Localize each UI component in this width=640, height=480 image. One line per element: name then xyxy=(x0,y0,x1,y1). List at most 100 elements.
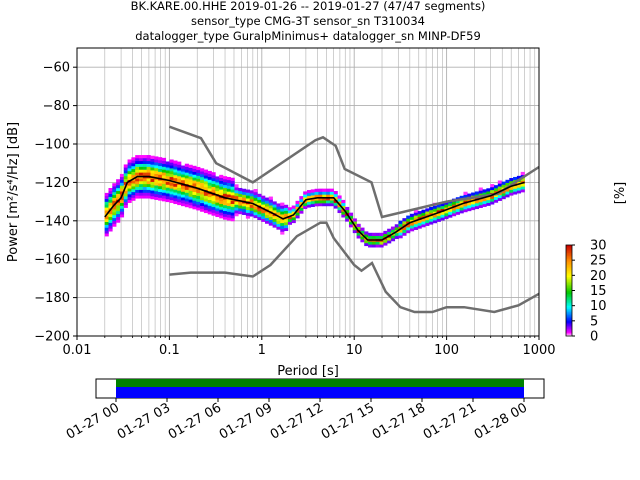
density-cell xyxy=(333,191,338,195)
density-cell xyxy=(158,185,163,190)
density-cell xyxy=(108,199,113,203)
density-cell xyxy=(203,201,209,205)
density-cell xyxy=(322,197,327,201)
density-cell xyxy=(494,199,499,203)
density-cell xyxy=(348,224,354,228)
density-cell xyxy=(203,169,209,173)
density-cell xyxy=(497,183,502,187)
density-cell xyxy=(123,198,128,203)
density-cell xyxy=(467,207,472,212)
x-axis-ticks: 0.01 0.1 1 10 100 1000 xyxy=(63,336,556,358)
density-cell xyxy=(242,203,247,207)
density-cell xyxy=(264,217,270,221)
density-cell xyxy=(146,160,151,164)
density-cell xyxy=(238,202,243,206)
density-cell xyxy=(184,201,189,205)
density-cell xyxy=(139,169,144,173)
density-cell xyxy=(158,157,163,161)
density-cell xyxy=(257,211,262,215)
density-cell xyxy=(184,180,189,185)
density-cell xyxy=(173,192,178,196)
density-cell xyxy=(421,218,426,222)
density-cell xyxy=(158,162,163,167)
density-cell xyxy=(169,191,174,195)
density-cell xyxy=(245,198,251,202)
density-cell xyxy=(104,201,109,205)
y-tick-label: −60 xyxy=(43,61,70,76)
density-cell xyxy=(261,201,266,205)
density-cell xyxy=(123,175,128,180)
density-cell xyxy=(295,200,300,204)
density-cell xyxy=(390,235,396,239)
density-cell xyxy=(310,198,315,202)
density-cell xyxy=(474,202,480,207)
title-line: datalogger_type GuralpMinimus+ datalogge… xyxy=(135,29,481,43)
density-cell xyxy=(131,194,136,198)
density-cell xyxy=(150,178,155,182)
density-cell xyxy=(200,202,205,207)
density-cell xyxy=(402,218,407,222)
density-cell xyxy=(207,173,212,177)
density-cell xyxy=(432,217,438,221)
density-cell xyxy=(383,230,388,235)
density-cell xyxy=(150,161,155,165)
density-cell xyxy=(184,178,189,182)
density-cell xyxy=(184,198,189,202)
density-cell xyxy=(150,193,155,197)
density-cell xyxy=(299,198,304,203)
density-cell xyxy=(360,227,365,231)
y-tick-label: −140 xyxy=(34,214,70,229)
density-cell xyxy=(474,200,480,204)
density-cell xyxy=(192,191,197,195)
density-cell xyxy=(494,185,499,189)
density-cell xyxy=(112,209,117,213)
density-cell xyxy=(276,209,281,213)
colorbar-segment xyxy=(566,270,572,273)
density-cell xyxy=(310,203,315,207)
density-cell xyxy=(284,219,289,223)
colorbar-segment xyxy=(566,264,572,267)
density-cell xyxy=(203,192,209,196)
density-cell xyxy=(123,190,128,194)
density-cell xyxy=(112,214,117,219)
density-cell xyxy=(326,203,331,207)
density-cell xyxy=(264,203,270,207)
density-cell xyxy=(348,215,354,219)
density-cell xyxy=(211,198,216,202)
density-cell xyxy=(165,184,170,188)
density-cell xyxy=(154,156,159,160)
density-cell xyxy=(295,215,300,219)
colorbar-segment xyxy=(566,310,572,313)
density-cell xyxy=(215,196,220,200)
density-cell xyxy=(467,205,472,209)
density-cell xyxy=(513,188,518,192)
density-cell xyxy=(436,204,441,208)
density-cell xyxy=(280,225,285,229)
density-cell xyxy=(516,187,522,191)
density-cell xyxy=(135,166,140,170)
density-cell xyxy=(234,195,239,199)
density-cell xyxy=(200,171,205,175)
density-cell xyxy=(108,202,113,206)
density-cell xyxy=(196,192,201,197)
density-cell xyxy=(299,207,304,211)
density-cell xyxy=(169,162,174,166)
density-cell xyxy=(520,186,525,190)
density-cell xyxy=(452,210,457,214)
density-cell xyxy=(341,199,346,204)
density-cell xyxy=(139,172,144,176)
density-cell xyxy=(173,197,178,202)
density-cell xyxy=(306,198,312,202)
density-cell xyxy=(211,212,216,216)
colorbar-segment xyxy=(566,322,572,325)
density-cell xyxy=(474,191,480,195)
noise-model-lines xyxy=(168,125,540,314)
density-cell xyxy=(219,180,224,184)
density-cell xyxy=(165,164,170,168)
density-cell xyxy=(165,198,170,203)
density-cell xyxy=(284,213,289,217)
density-cell xyxy=(371,235,376,239)
colorbar-segment xyxy=(566,266,572,269)
density-cell xyxy=(238,190,243,195)
density-cell xyxy=(375,244,380,248)
